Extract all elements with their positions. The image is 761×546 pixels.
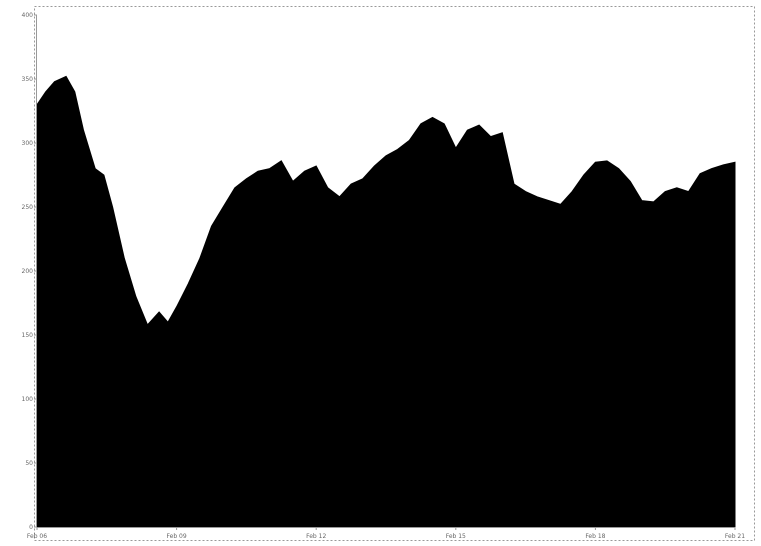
y-tick-label: 300 [22,140,34,147]
x-tick-label: Feb 18 [585,533,605,540]
area-series-1 [36,75,736,528]
tick-labels: 0 50 100 150 200 250 300 350 400 Feb 06 Feb 09 Feb … [22,12,746,540]
x-tick-label: Feb 21 [725,533,745,540]
y-tick-label: 250 [22,204,34,211]
y-tick-label: 200 [22,268,34,275]
x-tick-label: Feb 09 [167,533,187,540]
axes [34,6,755,541]
x-tick-label: Feb 15 [446,533,466,540]
x-tick-label: Feb 06 [27,533,47,540]
y-tick-label: 400 [22,12,34,19]
y-tick-label: 350 [22,76,34,83]
y-tick-label: 50 [25,460,33,467]
chart-border [34,6,755,541]
y-tick-label: 150 [22,332,34,339]
y-tick-label: 0 [29,524,33,531]
plot-area [36,75,736,528]
y-tick-label: 100 [22,396,34,403]
x-tick-label: Feb 12 [306,533,326,540]
